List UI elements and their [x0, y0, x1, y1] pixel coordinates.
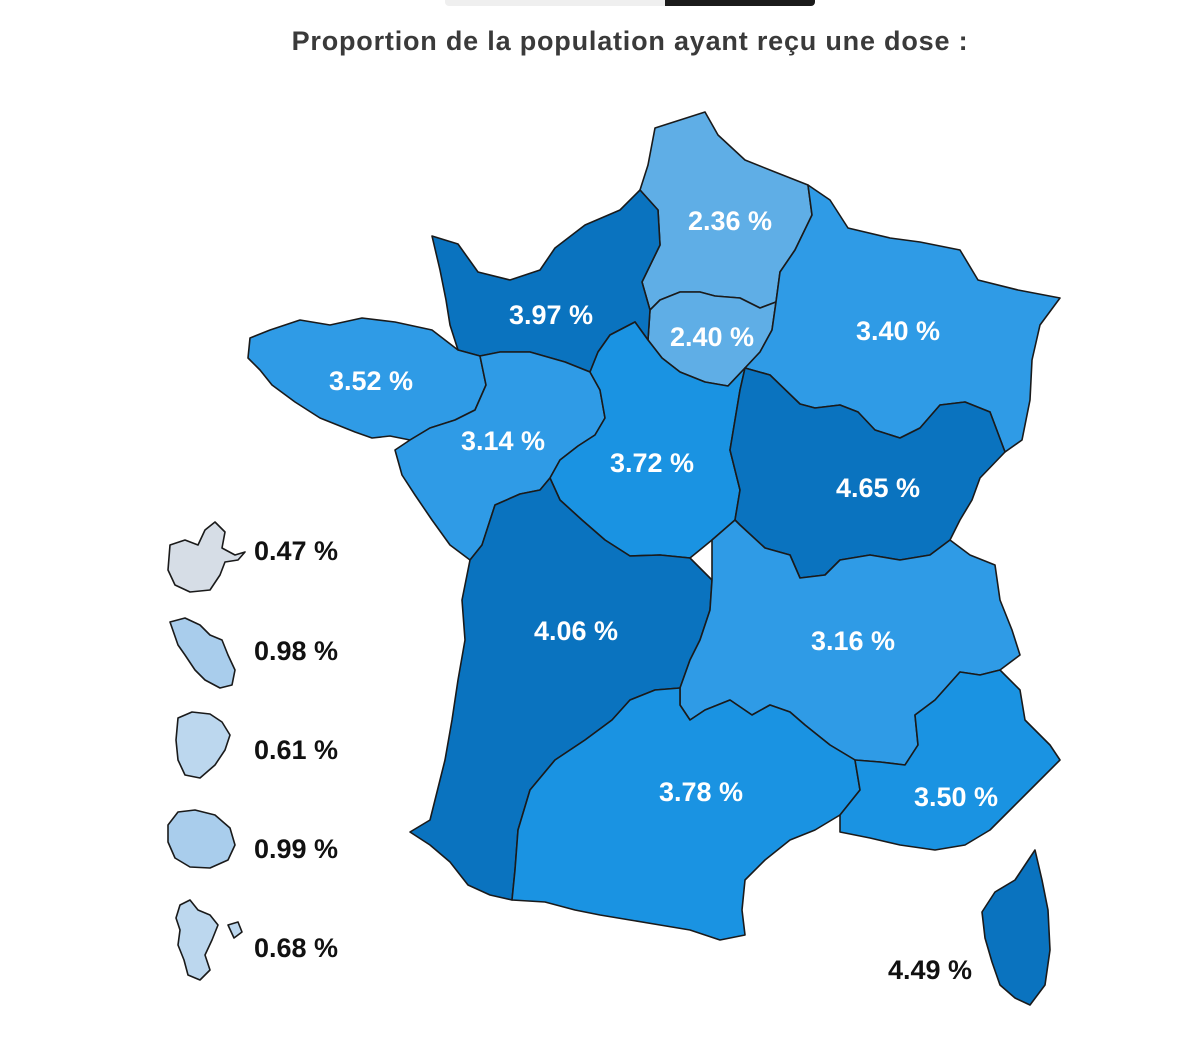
top-tab-left — [445, 0, 665, 6]
label-guadeloupe: 0.47 % — [254, 536, 338, 566]
label-hauts-de-france: 2.36 % — [688, 206, 772, 236]
label-corse: 4.49 % — [888, 955, 972, 985]
reunion-shape — [167, 809, 236, 869]
label-martinique: 0.98 % — [254, 636, 338, 666]
label-normandie: 3.97 % — [509, 300, 593, 330]
label-ile-de-france: 2.40 % — [670, 322, 754, 352]
guadeloupe-shape — [167, 521, 246, 593]
martinique-shape — [169, 617, 236, 689]
region-corse — [981, 849, 1051, 1006]
top-tab-right — [665, 0, 815, 6]
map-title: Proportion de la population ayant reçu u… — [291, 26, 969, 56]
label-guyane: 0.61 % — [254, 735, 338, 765]
label-bourgogne-franche-comte: 4.65 % — [836, 473, 920, 503]
label-reunion: 0.99 % — [254, 834, 338, 864]
mayotte-shape — [175, 899, 243, 981]
label-auvergne-rhone-alpes: 3.16 % — [811, 626, 895, 656]
label-grand-est: 3.40 % — [856, 316, 940, 346]
label-mayotte: 0.68 % — [254, 933, 338, 963]
label-nouvelle-aquitaine: 4.06 % — [534, 616, 618, 646]
label-bretagne: 3.52 % — [329, 366, 413, 396]
guyane-shape — [175, 711, 231, 779]
label-occitanie: 3.78 % — [659, 777, 743, 807]
region-occitanie — [511, 687, 861, 941]
region-paca — [839, 669, 1061, 851]
label-pays-de-la-loire: 3.14 % — [461, 426, 545, 456]
label-centre-val-de-loire: 3.72 % — [610, 448, 694, 478]
label-paca: 3.50 % — [914, 782, 998, 812]
